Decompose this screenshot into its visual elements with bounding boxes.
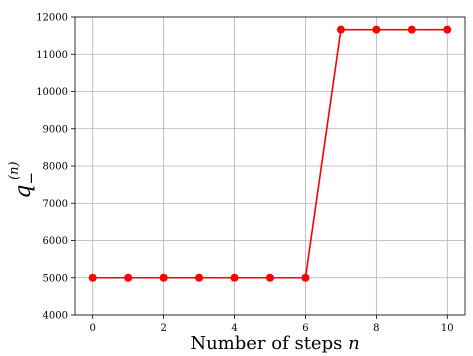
grid-lines <box>75 17 465 315</box>
data-point <box>337 26 345 34</box>
x-tick-label: 10 <box>441 323 454 334</box>
data-point <box>231 274 239 282</box>
data-point <box>266 274 274 282</box>
x-tick-label: 0 <box>90 323 96 334</box>
x-tick-label: 8 <box>373 323 379 334</box>
data-point <box>124 274 132 282</box>
data-point <box>443 26 451 34</box>
y-axis-label: q−(n) <box>7 161 40 198</box>
y-tick-label: 7000 <box>43 199 68 210</box>
axis-ticks: 0 2 4 6 8 10400050006000700080009000100001100… <box>36 13 453 335</box>
data-point <box>372 26 380 34</box>
svg-text:q−(n): q−(n) <box>7 161 40 198</box>
x-axis-label: Number of steps n <box>190 333 359 354</box>
y-tick-label: 6000 <box>43 236 68 247</box>
y-tick-label: 12000 <box>36 13 68 24</box>
data-point <box>89 274 97 282</box>
y-tick-label: 5000 <box>43 273 68 284</box>
x-tick-label: 2 <box>160 323 166 334</box>
data-point <box>160 274 168 282</box>
y-tick-label: 4000 <box>43 311 68 322</box>
y-tick-label: 10000 <box>36 87 68 98</box>
y-tick-label: 11000 <box>36 50 68 61</box>
data-point <box>301 274 309 282</box>
data-point <box>195 274 203 282</box>
y-tick-label: 9000 <box>43 124 68 135</box>
series-group <box>89 26 452 282</box>
y-tick-label: 8000 <box>43 162 68 173</box>
data-point <box>408 26 416 34</box>
